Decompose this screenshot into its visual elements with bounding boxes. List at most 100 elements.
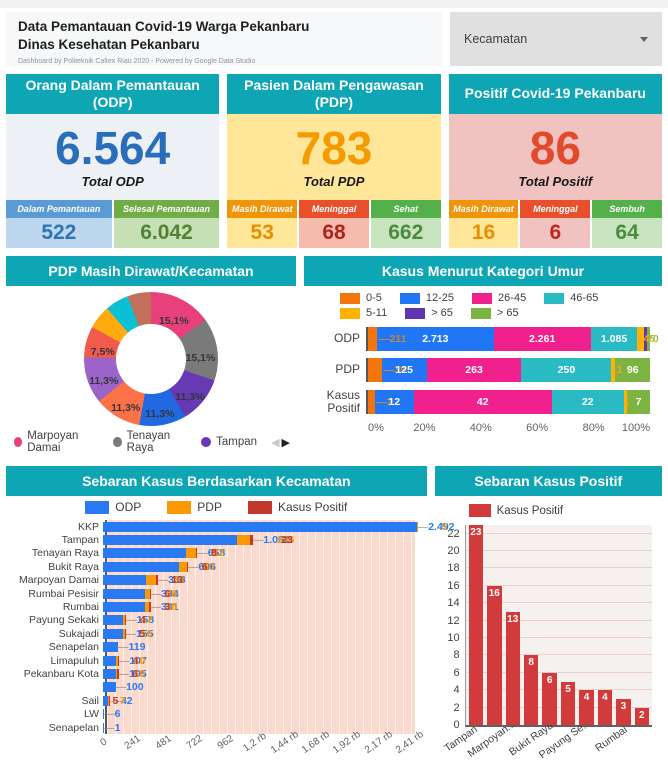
- bar-segment[interactable]: [381, 358, 427, 382]
- bar-segment[interactable]: [149, 602, 151, 613]
- bar-segment[interactable]: [103, 521, 417, 532]
- bar-value-label: 10: [133, 667, 146, 680]
- bar-segment[interactable]: [615, 358, 650, 382]
- age-chart: 0-5 12-25 26-45 46-65 5-11 > 65 > 65 ODP —211 2.…: [304, 286, 662, 458]
- sub-label: Sembuh: [592, 200, 662, 218]
- bar-segment[interactable]: [117, 668, 119, 679]
- bar-segment[interactable]: [185, 548, 197, 559]
- bar-segment[interactable]: [103, 655, 117, 666]
- bar-segment[interactable]: [368, 358, 382, 382]
- bar-segment[interactable]: [374, 390, 414, 415]
- bar-value-label: 23: [470, 527, 482, 538]
- legend-prev-icon[interactable]: ◀: [271, 436, 280, 449]
- leader-dash: —: [110, 694, 121, 707]
- bar-segment[interactable]: [646, 327, 650, 351]
- bar-segment[interactable]: [627, 390, 650, 415]
- sub-value: 16: [448, 218, 519, 248]
- bar-segment[interactable]: [236, 535, 250, 546]
- bar[interactable]: 5: [560, 681, 576, 725]
- bar-segment[interactable]: [145, 588, 150, 599]
- donut-slice-label: 7,5%: [90, 346, 115, 359]
- bar-segment[interactable]: [103, 695, 109, 706]
- donut-slice-label: 11,3%: [175, 390, 205, 403]
- bar-segment[interactable]: [179, 561, 187, 572]
- kecamatan-name-label: LW: [84, 708, 99, 721]
- legend-label: Tenayan Raya: [126, 430, 171, 454]
- bar-segment[interactable]: [155, 575, 158, 586]
- bar-segment[interactable]: [103, 615, 123, 626]
- bar-segment[interactable]: [103, 535, 237, 546]
- filter-label: Kecamatan: [464, 32, 528, 46]
- bar-segment[interactable]: [144, 602, 150, 613]
- bar-value-labels: —658828: [197, 547, 225, 559]
- bar-segment[interactable]: [122, 628, 125, 639]
- bar-segment[interactable]: [186, 561, 188, 572]
- bar-segment[interactable]: [249, 535, 253, 546]
- bar-segment[interactable]: [551, 390, 624, 415]
- bar-segment[interactable]: [416, 521, 418, 532]
- bar-segment[interactable]: [125, 615, 127, 626]
- bar-segment[interactable]: [103, 682, 116, 693]
- bar-segment[interactable]: [368, 327, 378, 351]
- bar-segment[interactable]: [149, 588, 151, 599]
- scorecard-pdp-title: Pasien Dalam Pengawasan (PDP): [227, 74, 441, 114]
- bar-segment[interactable]: [103, 575, 146, 586]
- bar-segment[interactable]: [377, 327, 494, 351]
- bar[interactable]: 8: [523, 655, 539, 725]
- bar-segment[interactable]: [521, 358, 612, 382]
- bar-segment[interactable]: [103, 642, 118, 653]
- bar-segment[interactable]: [368, 390, 375, 415]
- kecamatan-name-label: Sukajadi: [58, 627, 99, 640]
- bar-segment[interactable]: [103, 709, 105, 720]
- legend-label: 0-5: [366, 292, 382, 304]
- bar-segment[interactable]: [426, 358, 522, 382]
- bar-value-labels: —334366: [151, 588, 179, 600]
- bar-value-labels: —4275: [110, 694, 132, 707]
- bar[interactable]: 13: [505, 611, 520, 725]
- bar-segment[interactable]: [413, 390, 552, 415]
- bar-segment[interactable]: [103, 722, 105, 733]
- bar-segment[interactable]: [103, 602, 145, 613]
- bar-segment[interactable]: [109, 695, 111, 706]
- bar-segment[interactable]: [637, 327, 644, 351]
- bar-value-label: 331: [161, 601, 179, 614]
- middle-row: PDP Masih Dirawat/Kecamatan 15,1% 15,1% 11…: [6, 256, 662, 458]
- bar-segment[interactable]: [493, 327, 591, 351]
- bar-segment[interactable]: [103, 548, 186, 559]
- bar-segment[interactable]: [116, 668, 118, 679]
- bar-segment[interactable]: [623, 390, 628, 415]
- bar-segment[interactable]: [108, 695, 110, 706]
- bar-segment[interactable]: [124, 628, 126, 639]
- bar-segment[interactable]: [103, 588, 146, 599]
- bar[interactable]: 6: [542, 672, 557, 725]
- bar-value-label: 1: [114, 721, 121, 734]
- bar[interactable]: 3: [616, 698, 631, 725]
- kecamatan-filter-dropdown[interactable]: Kecamatan: [450, 12, 662, 66]
- bar-segment[interactable]: [643, 327, 647, 351]
- bar-segment[interactable]: [103, 668, 117, 679]
- bar-segment[interactable]: [116, 655, 118, 666]
- bar[interactable]: 4: [579, 690, 594, 725]
- legend-label: Kasus Positif: [277, 500, 348, 514]
- bar-value-label: 606: [198, 560, 216, 573]
- bar[interactable]: 4: [597, 690, 613, 725]
- legend-item: ODP: [85, 500, 141, 514]
- bar-segment[interactable]: [103, 628, 123, 639]
- bar-segment[interactable]: [611, 358, 616, 382]
- bar[interactable]: 16: [487, 585, 502, 725]
- bar-segment[interactable]: [590, 327, 638, 351]
- bar-value-label: 8: [528, 657, 534, 669]
- axis-tick-label: Rumbai: [592, 723, 630, 755]
- bar-segment[interactable]: [122, 615, 125, 626]
- donut-pie[interactable]: [84, 292, 218, 426]
- bar[interactable]: 2: [634, 707, 649, 725]
- bar[interactable]: 23: [468, 525, 484, 725]
- bar-value-label: 42: [120, 694, 133, 707]
- bar-segment[interactable]: [103, 561, 180, 572]
- bar-segment[interactable]: [117, 655, 119, 666]
- leader-dash: —: [125, 627, 137, 640]
- legend-next-icon[interactable]: ▶: [281, 436, 290, 449]
- bar-segment[interactable]: [145, 575, 156, 586]
- bar-value-label: 5: [139, 627, 146, 640]
- bar-segment[interactable]: [196, 548, 198, 559]
